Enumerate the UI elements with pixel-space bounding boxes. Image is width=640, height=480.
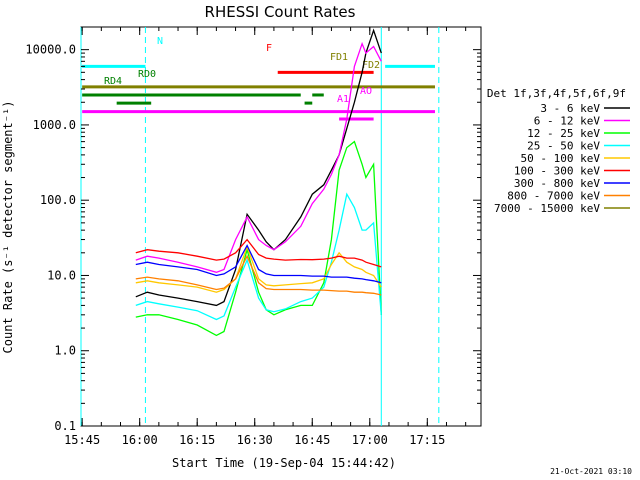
state-label-fd2: FD2 bbox=[362, 60, 380, 71]
series-layer bbox=[135, 28, 382, 337]
series-line bbox=[135, 244, 382, 284]
x-tick-label: 16:00 bbox=[122, 433, 158, 447]
y-tick-label: 0.1 bbox=[54, 419, 76, 433]
x-tick-label: 15:45 bbox=[64, 433, 100, 447]
y-tick-label: 10.0 bbox=[47, 268, 76, 282]
x-tick-label: 17:15 bbox=[409, 433, 445, 447]
y-tick-label: 1.0 bbox=[54, 344, 76, 358]
axes-layer: 0.1 1.0 10.0 100.0 1000.0 10000.0 15:45 16:00 16… bbox=[25, 26, 481, 447]
series-line bbox=[135, 244, 382, 293]
y-axis-label: Count Rate (s⁻¹ detector segment⁻¹) bbox=[1, 101, 15, 354]
state-label-n: N bbox=[157, 36, 163, 47]
legend-entry-label: 50 - 100 keV bbox=[521, 152, 601, 165]
series-line bbox=[135, 28, 382, 307]
legend-title: Det 1f,3f,4f,5f,6f,9f bbox=[487, 87, 626, 100]
y-tick-label: 100.0 bbox=[40, 193, 76, 207]
legend-entry-label: 3 - 6 keV bbox=[540, 102, 600, 115]
series-line bbox=[135, 238, 382, 268]
x-tick-label: 16:30 bbox=[237, 433, 273, 447]
legend-entry-label: 25 - 50 keV bbox=[527, 140, 600, 153]
legend-entry-label: 12 - 25 keV bbox=[527, 127, 600, 140]
state-label-a1: A1 bbox=[337, 94, 349, 105]
legend-entry-label: 300 - 800 keV bbox=[514, 177, 600, 190]
series-line bbox=[135, 192, 382, 321]
x-tick-label: 16:15 bbox=[179, 433, 215, 447]
legend-entry-label: 800 - 7000 keV bbox=[507, 190, 600, 203]
series-line bbox=[135, 41, 382, 273]
series-line bbox=[135, 254, 382, 296]
state-label-rd4: RD4 bbox=[104, 76, 122, 87]
y-tick-label: 10000.0 bbox=[25, 43, 76, 57]
series-line bbox=[135, 140, 382, 337]
legend-entry-label: 7000 - 15000 keV bbox=[494, 202, 600, 215]
state-label-rd0: RD0 bbox=[138, 69, 156, 80]
y-tick-label: 1000.0 bbox=[33, 118, 76, 132]
x-tick-label: 16:45 bbox=[294, 433, 330, 447]
chart-title: RHESSI Count Rates bbox=[205, 3, 356, 21]
state-label-ao: AO bbox=[360, 86, 372, 97]
annotation-layer: N F FD1 FD2 RD0 RD4 A1 AO bbox=[80, 27, 440, 426]
legend-entry-label: 6 - 12 keV bbox=[534, 115, 601, 128]
legend-entry-label: 100 - 300 keV bbox=[514, 165, 600, 178]
timestamp-label: 21-Oct-2021 03:10 bbox=[550, 467, 632, 476]
x-axis-label: Start Time (19-Sep-04 15:44:42) bbox=[172, 456, 396, 470]
x-tick-label: 17:00 bbox=[352, 433, 388, 447]
state-label-f: F bbox=[266, 43, 272, 54]
state-label-fd1: FD1 bbox=[330, 52, 348, 63]
